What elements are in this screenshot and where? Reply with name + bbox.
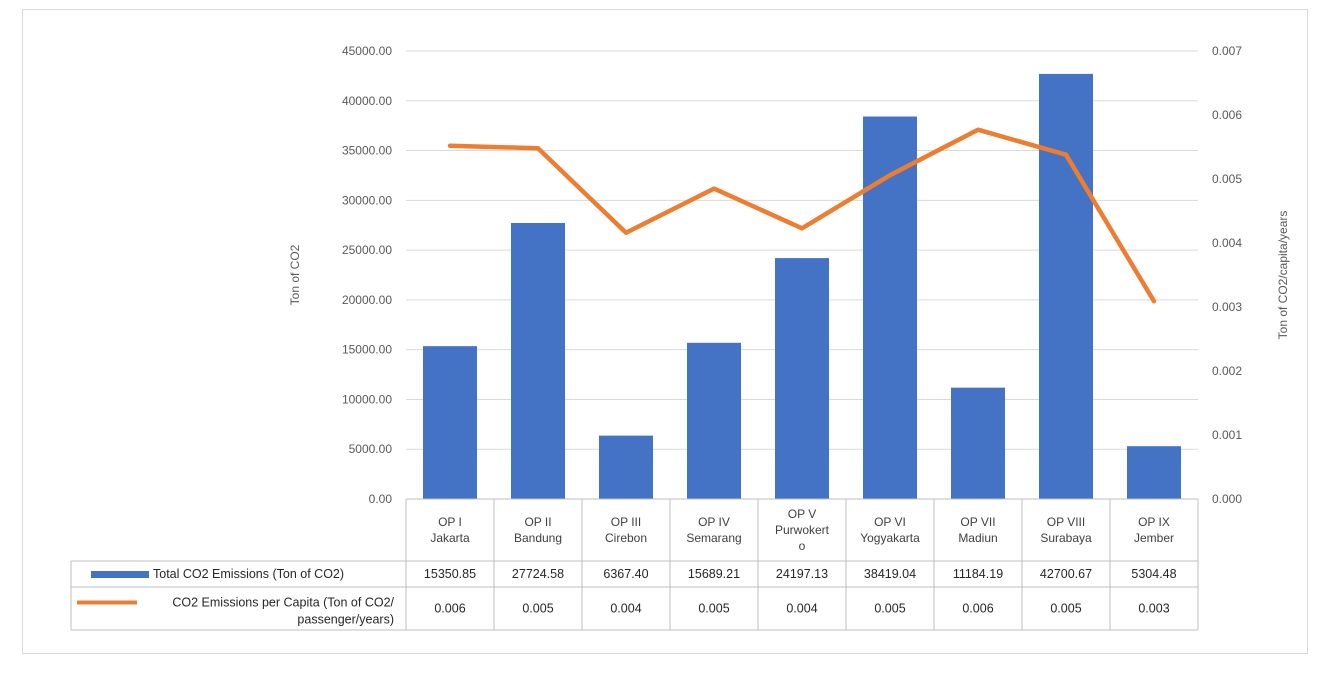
y-tick-label: 10000.00 [342, 392, 392, 406]
y2-tick-label: 0.000 [1212, 492, 1242, 506]
table-cell: 0.006 [434, 602, 465, 616]
chart-frame: 0.00 5000.00 10000.00 15000.00 20000.00 25000… [22, 9, 1308, 654]
y2-tick-label: 0.001 [1212, 428, 1242, 442]
y-tick-label: 45000.00 [342, 44, 392, 58]
bar [599, 435, 653, 499]
bar [1127, 446, 1181, 499]
category-label: OP II [524, 515, 551, 529]
table-cell: 24197.13 [776, 567, 828, 581]
line-series [447, 127, 1157, 304]
category-label: OP VI [874, 515, 906, 529]
bar [863, 116, 917, 499]
category-label: Jember [1134, 531, 1174, 545]
category-label: OP I [438, 515, 462, 529]
bar [423, 346, 477, 499]
table-cell: 0.005 [522, 602, 553, 616]
y-tick-label: 25000.00 [342, 243, 392, 257]
category-label: Madiun [958, 531, 997, 545]
y2-tick-label: 0.002 [1212, 364, 1242, 378]
y2-tick-label: 0.006 [1212, 108, 1242, 122]
table-cell: 5304.48 [1131, 567, 1176, 581]
y2-tick-label: 0.007 [1212, 44, 1242, 58]
category-label: Yogyakarta [860, 531, 920, 545]
table-cell: 11184.19 [953, 567, 1003, 581]
table-cell: 6367.40 [603, 567, 648, 581]
category-label: OP V [788, 507, 816, 521]
y-tick-label: 5000.00 [349, 442, 393, 456]
table-cell: 27724.58 [512, 567, 564, 581]
right-axis-ticks: 0.000 0.001 0.002 0.003 0.004 0.005 0.006 0.007 [1212, 44, 1242, 506]
table-cell: 15350.85 [424, 567, 476, 581]
left-axis-title: Ton of CO2 [288, 244, 302, 305]
category-label: Semarang [686, 531, 741, 545]
bar [775, 258, 829, 499]
combo-chart: 0.00 5000.00 10000.00 15000.00 20000.00 25000… [70, 44, 1290, 631]
right-axis-title: Ton of CO2/capita/years [1276, 211, 1290, 340]
table-cell: 42700.67 [1040, 567, 1092, 581]
table-cell: 0.005 [698, 602, 729, 616]
category-label: OP IX [1138, 515, 1170, 529]
table-cell: 0.006 [962, 602, 993, 616]
y2-tick-label: 0.003 [1212, 300, 1242, 314]
table-cell: 0.003 [1138, 602, 1169, 616]
category-label: OP IV [698, 515, 730, 529]
bar [1039, 73, 1093, 499]
table-cell: 0.004 [786, 602, 817, 616]
table-cell: 0.005 [874, 602, 905, 616]
y-tick-label: 35000.00 [342, 144, 392, 158]
bar [951, 387, 1005, 499]
y-tick-label: 40000.00 [342, 94, 392, 108]
legend-label-line: passenger/years) [297, 613, 394, 627]
bar [511, 222, 565, 500]
category-label: Bandung [514, 531, 562, 545]
y-tick-label: 20000.00 [342, 293, 392, 307]
category-label: Cirebon [605, 531, 647, 545]
y2-tick-label: 0.004 [1212, 236, 1242, 250]
legend-swatch-bars [91, 571, 149, 578]
y-tick-label: 0.00 [369, 492, 393, 506]
bar-series [423, 73, 1181, 500]
legend-label-bars: Total CO2 Emissions (Ton of CO2) [153, 567, 344, 581]
y-tick-label: 30000.00 [342, 193, 392, 207]
table-cell: 0.004 [610, 602, 641, 616]
category-label: Jakarta [430, 531, 470, 545]
category-label: OP VIII [1047, 515, 1085, 529]
bar [687, 342, 741, 499]
table-cell: 0.005 [1050, 602, 1081, 616]
y2-tick-label: 0.005 [1212, 172, 1242, 186]
legend-label-line: CO2 Emissions per Capita (Ton of CO2/ [172, 596, 394, 610]
category-label: Surabaya [1040, 531, 1092, 545]
category-label: o [799, 539, 806, 553]
table-cell: 38419.04 [864, 567, 916, 581]
per-capita-line [447, 127, 1157, 304]
y-tick-label: 15000.00 [342, 343, 392, 357]
category-label: OP III [611, 515, 641, 529]
category-label: OP VII [960, 515, 995, 529]
category-label: Purwokert [775, 523, 830, 537]
data-table: OP I Jakarta OP II Bandung OP III Cirebon OP I… [70, 498, 1199, 631]
left-axis-ticks: 0.00 5000.00 10000.00 15000.00 20000.00 25000… [342, 44, 392, 506]
table-cell: 15689.21 [688, 567, 740, 581]
